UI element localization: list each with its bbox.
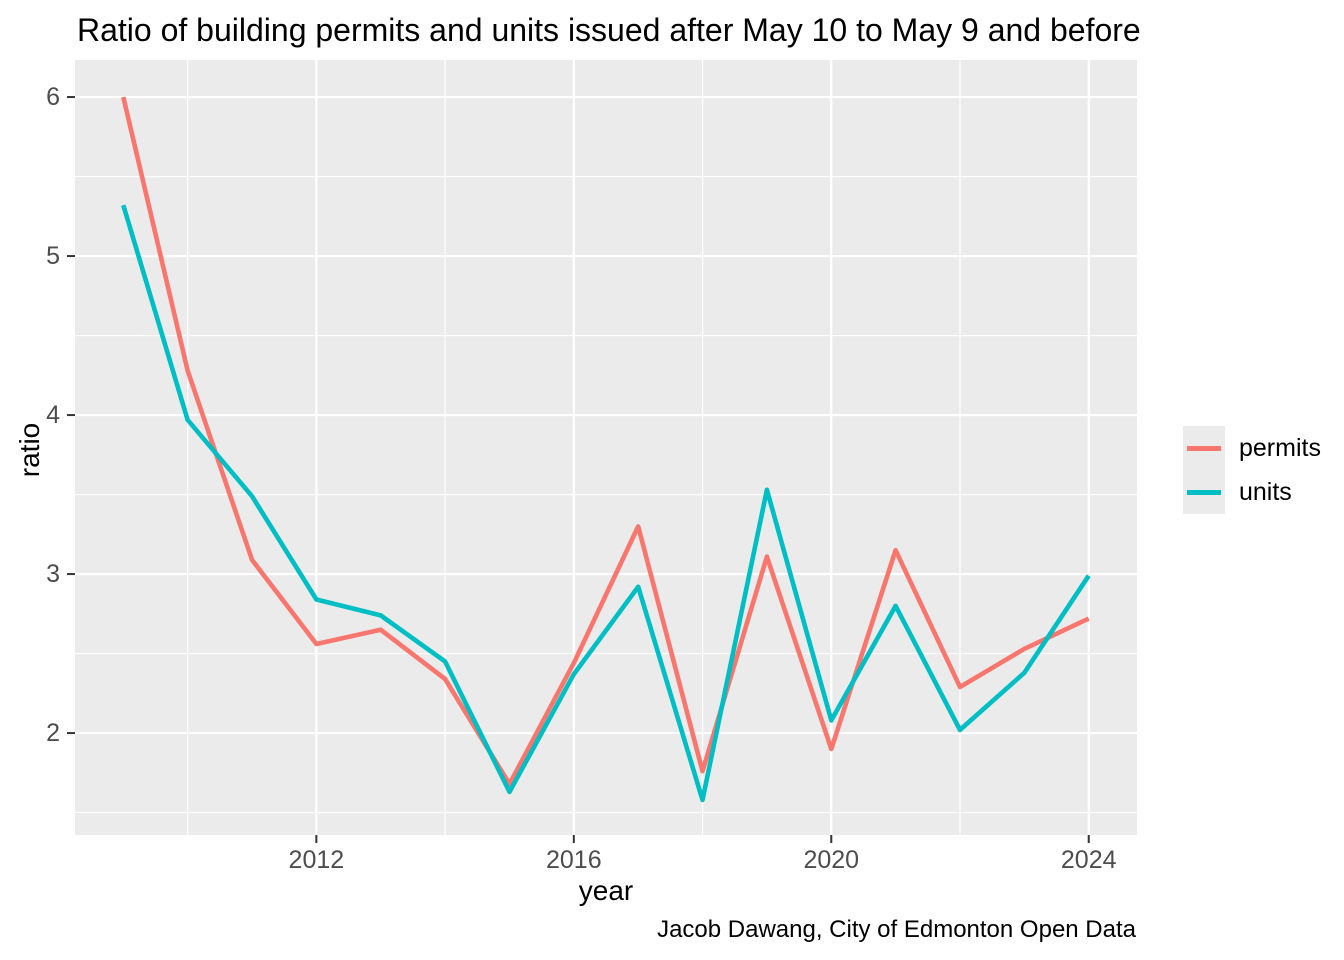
permits-line-swatch (1187, 445, 1221, 451)
x-tick-label: 2016 (546, 846, 602, 874)
legend-key (1183, 470, 1225, 514)
x-tick-label: 2024 (1060, 846, 1117, 874)
legend-item-permits: permits (1183, 426, 1321, 470)
permits-line (121, 96, 1090, 787)
plot-title: Ratio of building permits and units issu… (77, 12, 1141, 48)
y-tick-label: 5 (46, 242, 60, 271)
y-tick-label: 3 (46, 560, 60, 589)
y-tick-label: 6 (46, 83, 60, 112)
legend: permits units (1183, 426, 1321, 514)
y-tick-label: 4 (46, 401, 60, 430)
legend-item-units: units (1183, 470, 1321, 514)
y-tick-label: 2 (46, 719, 60, 748)
x-tick-label: 2012 (288, 846, 345, 874)
caption: Jacob Dawang, City of Edmonton Open Data (657, 916, 1136, 943)
legend-key (1183, 426, 1225, 470)
legend-label: permits (1239, 433, 1321, 462)
x-tick-label: 2020 (803, 846, 860, 874)
legend-label: units (1239, 477, 1292, 506)
y-axis-title: ratio (14, 422, 45, 478)
units-line-swatch (1187, 489, 1221, 495)
x-axis-title: year (578, 875, 634, 906)
units-line (121, 204, 1091, 803)
